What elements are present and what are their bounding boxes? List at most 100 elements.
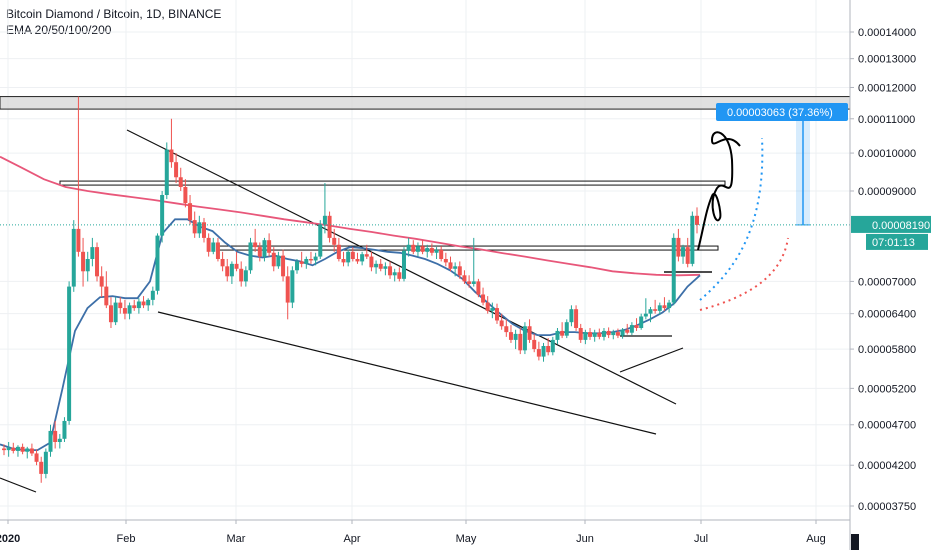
candle-body — [564, 322, 569, 336]
candle-body — [108, 305, 113, 323]
candle-body — [243, 270, 248, 282]
candle-body — [118, 302, 123, 309]
candle-body — [457, 266, 462, 276]
candle-body — [276, 255, 281, 267]
candle-body — [355, 258, 360, 262]
candle-body — [513, 333, 518, 340]
candle-body — [690, 215, 695, 264]
countdown-text: 07:01:13 — [872, 237, 915, 249]
candle-body — [541, 345, 546, 357]
early-trendline — [0, 477, 37, 493]
wedge-lower-line — [157, 311, 657, 435]
candle-body — [341, 258, 346, 263]
candle-body — [453, 266, 458, 269]
candle-body — [569, 309, 574, 323]
candle-body — [504, 326, 509, 333]
candle-body — [71, 228, 76, 287]
candle-body — [676, 237, 681, 257]
candle-body — [508, 332, 513, 340]
candle-body — [34, 453, 39, 462]
candle-body — [220, 258, 225, 267]
time-tick-label: Jul — [694, 533, 708, 545]
candle-body — [113, 302, 118, 323]
candle-body — [350, 251, 355, 259]
candle-body — [606, 330, 611, 336]
price-tick-label: 0.00003750 — [858, 501, 916, 513]
candle-body — [369, 256, 374, 268]
ema-20-line — [0, 218, 701, 451]
candle-body — [578, 327, 583, 340]
time-tick-label: 2020 — [0, 533, 20, 545]
price-tags: 0.00008190 07:01:13 — [851, 215, 931, 550]
price-axis[interactable]: 0.00014000 0.00013000 0.00012000 0.00011000… — [849, 0, 916, 550]
candle-body — [499, 320, 504, 327]
candle-body — [611, 332, 616, 336]
candle-body — [620, 329, 625, 336]
candle-body — [332, 237, 337, 245]
candle-body — [653, 309, 658, 311]
candle-body — [2, 448, 6, 451]
candle-body — [160, 195, 165, 236]
candle-body — [597, 332, 602, 337]
time-tick-label: Jun — [576, 533, 594, 545]
candle-body — [657, 305, 662, 311]
price-tick-label: 0.00004700 — [858, 420, 916, 432]
indicator-label[interactable]: EMA 20/50/100/200 — [6, 23, 112, 37]
candle-body — [439, 249, 444, 259]
candle-body — [150, 290, 155, 300]
candle-body — [20, 446, 25, 452]
candle-body — [155, 235, 160, 291]
candle-body — [532, 339, 537, 350]
candle-body — [583, 332, 588, 340]
price-tick-label: 0.00012000 — [858, 82, 916, 94]
price-tick-label: 0.00007000 — [858, 276, 916, 288]
candle-body — [234, 263, 239, 269]
candle-body — [290, 270, 295, 303]
candle-body — [481, 294, 486, 303]
candle-body — [257, 247, 262, 257]
candle-body — [53, 430, 58, 442]
candle-body — [141, 301, 146, 306]
candle-body — [57, 438, 62, 442]
candle-body — [197, 222, 202, 234]
candle-body — [201, 222, 206, 238]
drawings: 0.00003063 (37.36%) — [0, 103, 850, 311]
candle-body — [267, 240, 272, 253]
candle-body — [6, 447, 11, 451]
candle-body — [299, 261, 304, 264]
candle-body — [662, 305, 667, 309]
candle-body — [471, 281, 476, 284]
price-tick-label: 0.00013000 — [858, 54, 916, 66]
candle-body — [634, 325, 639, 328]
candle-body — [406, 244, 411, 251]
axis-corner-marker — [851, 534, 859, 550]
candle-body — [546, 345, 551, 353]
candle-body — [420, 246, 425, 252]
candle-body — [90, 247, 95, 259]
candle-body — [364, 254, 369, 257]
candle-body — [383, 266, 388, 269]
candle-body — [248, 242, 253, 271]
candle-body — [322, 215, 327, 225]
candle-body — [527, 326, 532, 340]
candle-body — [434, 249, 439, 253]
ema-200-line — [0, 155, 701, 277]
price-tick-label: 0.00006400 — [858, 309, 916, 321]
candle-body — [225, 266, 230, 277]
time-tick-label: Feb — [117, 533, 136, 545]
candle-body — [183, 187, 188, 204]
candle-body — [262, 240, 267, 257]
candle-body — [518, 333, 523, 351]
candle-body — [281, 255, 286, 277]
candle-body — [378, 263, 383, 269]
candle-body — [360, 254, 365, 262]
candle-body — [239, 268, 244, 282]
candle-body — [104, 286, 109, 306]
candle-body — [253, 242, 258, 248]
candle-body — [164, 149, 169, 196]
last-price-text: 0.00008190 — [872, 220, 930, 232]
candle-body — [401, 250, 406, 279]
candle-body — [169, 149, 174, 163]
time-axis[interactable]: 2020 Feb Mar Apr May Jun Jul Aug — [0, 519, 850, 545]
